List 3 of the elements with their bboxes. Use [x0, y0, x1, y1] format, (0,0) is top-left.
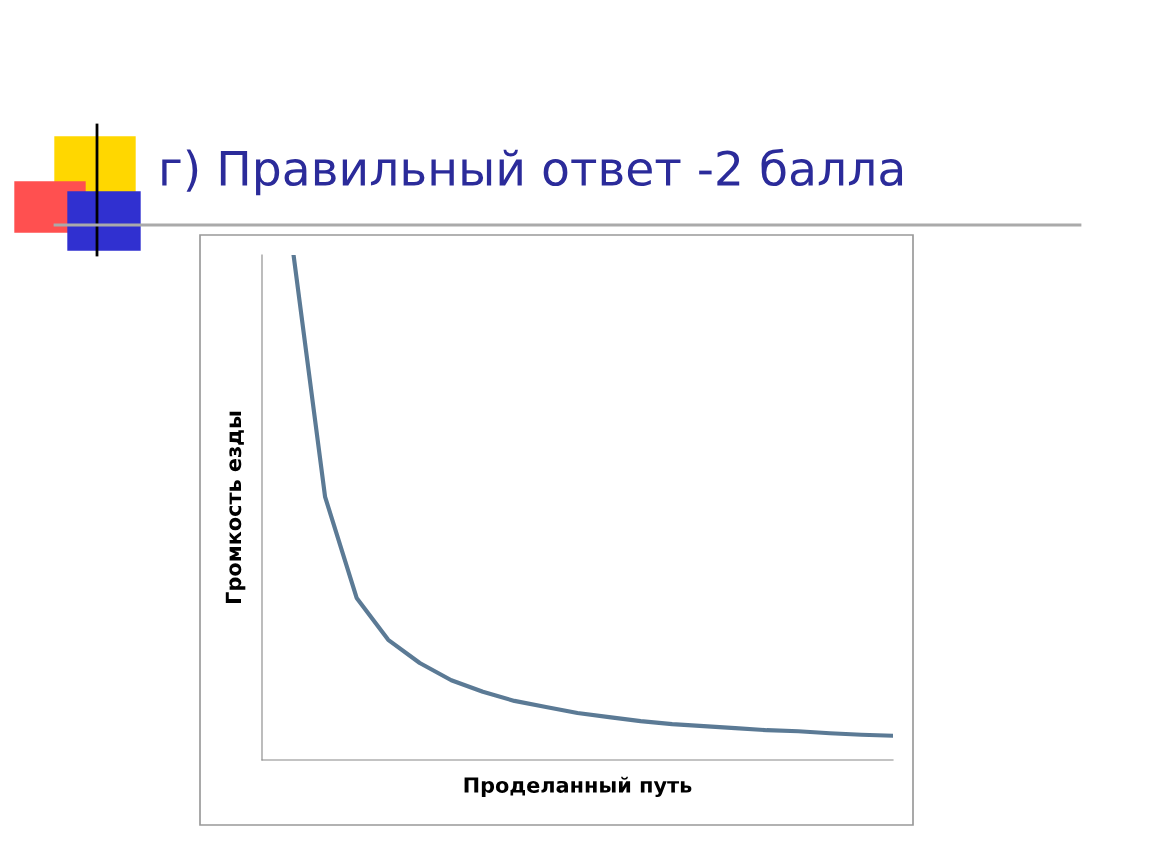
chart-title: г) Правильный ответ -2 балла — [162, 148, 903, 196]
y-axis-title: Громкость езды — [225, 411, 246, 603]
x-axis-title: Проделанный путь — [464, 776, 692, 798]
